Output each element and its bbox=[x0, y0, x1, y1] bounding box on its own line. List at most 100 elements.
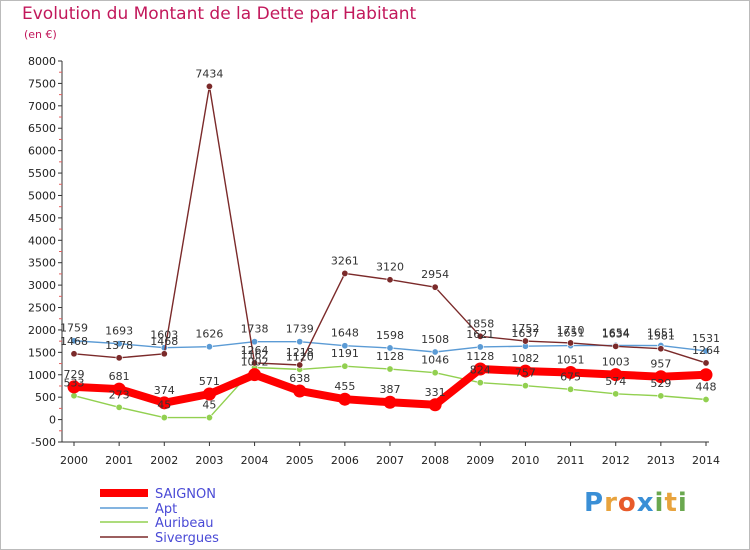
data-label-auribeau: 533 bbox=[64, 377, 85, 390]
data-point-sivergues bbox=[341, 269, 349, 277]
x-tick-label: 2005 bbox=[286, 454, 314, 467]
data-label-sivergues: 1581 bbox=[647, 330, 675, 343]
y-tick-label: 5000 bbox=[28, 189, 56, 202]
data-point-sivergues bbox=[70, 350, 78, 358]
x-tick-label: 2014 bbox=[692, 454, 720, 467]
data-label-apt: 1738 bbox=[241, 323, 269, 336]
data-point-saignon bbox=[473, 362, 487, 376]
x-tick-label: 2003 bbox=[195, 454, 223, 467]
data-point-saignon bbox=[564, 365, 578, 379]
data-label-sivergues: 1634 bbox=[602, 327, 630, 340]
data-label-saignon: 638 bbox=[289, 372, 310, 385]
data-point-auribeau bbox=[657, 392, 665, 400]
chart-title: Evolution du Montant de la Dette par Hab… bbox=[22, 4, 417, 24]
x-tick-label: 2013 bbox=[647, 454, 675, 467]
x-tick-label: 2001 bbox=[105, 454, 133, 467]
data-point-sivergues bbox=[431, 283, 439, 291]
data-label-saignon: 1002 bbox=[241, 356, 269, 369]
data-label-apt: 1651 bbox=[557, 327, 585, 340]
data-point-auribeau bbox=[476, 379, 484, 387]
data-label-saignon: 729 bbox=[64, 368, 85, 381]
data-point-sivergues bbox=[205, 82, 213, 90]
x-tick-label: 2006 bbox=[331, 454, 359, 467]
data-point-saignon bbox=[293, 384, 307, 398]
y-tick-label: 1000 bbox=[28, 369, 56, 382]
data-point-saignon bbox=[338, 392, 352, 406]
data-point-apt bbox=[476, 343, 484, 351]
data-point-saignon bbox=[67, 380, 81, 394]
data-label-auribeau: 45 bbox=[202, 399, 216, 412]
data-point-sivergues bbox=[567, 339, 575, 347]
y-tick-label: 3500 bbox=[28, 257, 56, 270]
data-point-auribeau bbox=[70, 392, 78, 400]
y-tick-label: 2000 bbox=[28, 324, 56, 337]
data-label-auribeau: 1046 bbox=[421, 354, 449, 367]
legend-label-sivergues: Sivergues bbox=[155, 531, 219, 546]
data-label-sivergues: 1264 bbox=[241, 344, 269, 357]
x-tick-label: 2012 bbox=[602, 454, 630, 467]
data-label-auribeau: 1128 bbox=[376, 350, 404, 363]
y-tick-label: 4500 bbox=[28, 212, 56, 225]
data-point-saignon bbox=[609, 368, 623, 382]
x-tick-label: 2009 bbox=[466, 454, 494, 467]
data-label-sivergues: 1468 bbox=[60, 335, 88, 348]
data-point-auribeau bbox=[521, 382, 529, 390]
y-tick-label: -500 bbox=[31, 436, 56, 449]
y-tick-label: 7500 bbox=[28, 77, 56, 90]
y-tick-label: 6000 bbox=[28, 145, 56, 158]
data-label-apt: 1598 bbox=[376, 329, 404, 342]
data-label-sivergues: 3120 bbox=[376, 261, 404, 274]
data-label-apt: 1531 bbox=[692, 332, 720, 345]
data-label-apt: 1654 bbox=[602, 326, 630, 339]
data-label-apt: 1508 bbox=[421, 333, 449, 346]
data-label-saignon: 571 bbox=[199, 375, 220, 388]
data-point-sivergues bbox=[702, 359, 710, 367]
data-label-apt: 1759 bbox=[60, 322, 88, 335]
x-tick-label: 2002 bbox=[150, 454, 178, 467]
data-point-sivergues bbox=[296, 361, 304, 369]
data-label-sivergues: 3261 bbox=[331, 254, 359, 267]
data-label-sivergues: 2954 bbox=[421, 268, 449, 281]
chart-subtitle: (en €) bbox=[24, 28, 57, 41]
data-label-auribeau: 757 bbox=[515, 367, 536, 380]
x-tick-label: 2004 bbox=[241, 454, 269, 467]
data-point-sivergues bbox=[115, 354, 123, 362]
data-point-saignon bbox=[518, 364, 532, 378]
data-label-saignon: 1003 bbox=[602, 356, 630, 369]
data-point-auribeau bbox=[567, 385, 575, 393]
data-label-sivergues: 1378 bbox=[105, 339, 133, 352]
data-label-saignon: 1128 bbox=[466, 350, 494, 363]
data-label-saignon: 957 bbox=[650, 358, 671, 371]
data-label-saignon: 374 bbox=[154, 384, 175, 397]
y-tick-label: 1500 bbox=[28, 346, 56, 359]
x-tick-label: 2011 bbox=[557, 454, 585, 467]
data-label-sivergues: 1752 bbox=[511, 322, 539, 335]
legend-label-auribeau: Auribeau bbox=[155, 516, 214, 531]
data-point-auribeau bbox=[702, 396, 710, 404]
data-label-auribeau: 675 bbox=[560, 370, 581, 383]
x-tick-label: 2000 bbox=[60, 454, 88, 467]
data-label-saignon: 455 bbox=[334, 380, 355, 393]
data-point-saignon bbox=[428, 398, 442, 412]
data-label-apt: 1621 bbox=[466, 328, 494, 341]
legend-label-saignon: SAIGNON bbox=[155, 487, 216, 502]
data-point-saignon bbox=[157, 396, 171, 410]
x-tick-label: 2007 bbox=[376, 454, 404, 467]
data-label-apt: 1637 bbox=[511, 327, 539, 340]
data-point-apt bbox=[702, 347, 710, 355]
data-point-apt bbox=[205, 343, 213, 351]
data-point-auribeau bbox=[115, 403, 123, 411]
series-line-sivergues bbox=[73, 85, 707, 366]
data-label-sivergues: 1710 bbox=[557, 324, 585, 337]
legend-label-apt: Apt bbox=[155, 502, 177, 517]
data-point-sivergues bbox=[612, 342, 620, 350]
data-label-sivergues: 7434 bbox=[195, 67, 223, 80]
y-tick-label: 7000 bbox=[28, 100, 56, 113]
y-tick-label: 500 bbox=[35, 391, 56, 404]
data-point-sivergues bbox=[521, 337, 529, 345]
y-tick-label: 3000 bbox=[28, 279, 56, 292]
data-label-sivergues: 1858 bbox=[466, 317, 494, 330]
data-label-sivergues: 1218 bbox=[286, 346, 314, 359]
data-label-auribeau: 45 bbox=[157, 399, 171, 412]
